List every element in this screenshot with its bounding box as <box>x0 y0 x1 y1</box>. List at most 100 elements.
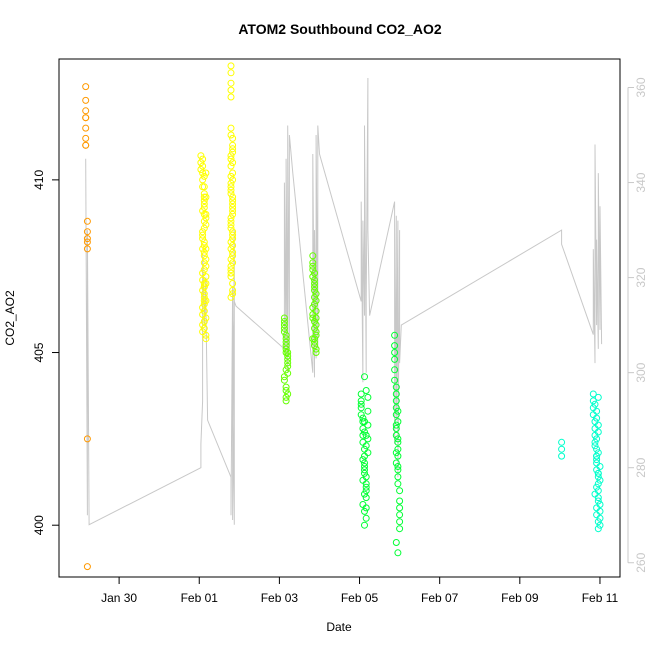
data-point <box>282 335 290 343</box>
data-point <box>392 449 400 457</box>
data-point <box>312 321 320 329</box>
data-point <box>227 162 235 170</box>
data-point <box>394 549 402 557</box>
data-point <box>309 273 317 281</box>
data-point <box>391 355 399 363</box>
data-point <box>396 518 404 526</box>
data-point <box>311 338 318 346</box>
data-point <box>227 62 235 70</box>
data-point <box>282 387 290 394</box>
data-point <box>591 438 599 446</box>
data-point <box>280 321 288 329</box>
data-point <box>227 131 235 139</box>
data-point <box>591 431 599 439</box>
data-point <box>311 293 318 301</box>
data-point <box>200 248 208 256</box>
data-point <box>82 114 90 122</box>
data-point <box>309 314 317 322</box>
right-y-tick-label: 280 <box>634 457 648 477</box>
data-point <box>284 390 292 398</box>
data-point <box>392 459 400 467</box>
data-point <box>391 376 399 384</box>
data-point <box>227 183 235 191</box>
data-point <box>309 252 317 260</box>
data-point <box>596 463 604 470</box>
data-point <box>229 286 237 294</box>
data-point <box>589 397 597 405</box>
data-point <box>394 438 402 446</box>
data-point <box>391 366 399 374</box>
data-point <box>227 79 235 87</box>
data-point <box>229 259 237 267</box>
data-point <box>594 421 602 429</box>
data-point <box>227 214 235 222</box>
data-point <box>359 425 367 432</box>
data-point <box>593 445 601 453</box>
data-point <box>83 563 91 571</box>
x-tick-label: Jan 30 <box>101 591 137 605</box>
data-point <box>391 349 399 356</box>
data-point <box>593 407 601 415</box>
data-point <box>284 362 292 370</box>
data-point <box>593 466 601 474</box>
data-point <box>361 463 368 470</box>
data-point <box>593 414 601 422</box>
data-point <box>589 411 597 419</box>
data-point <box>591 400 599 408</box>
data-point <box>229 197 237 205</box>
data-point <box>202 335 210 343</box>
data-point <box>593 504 601 512</box>
data-point <box>227 273 235 281</box>
x-axis-label: Date <box>326 620 352 634</box>
data-point <box>229 242 237 249</box>
data-point <box>83 217 91 225</box>
data-point <box>593 511 601 519</box>
data-point <box>227 172 235 180</box>
data-point <box>362 504 370 512</box>
data-point <box>311 286 318 294</box>
data-point <box>359 414 367 422</box>
data-point <box>200 290 208 298</box>
data-point <box>200 242 208 249</box>
data-point <box>227 186 235 194</box>
data-point <box>282 342 290 350</box>
data-point <box>200 293 208 301</box>
data-point <box>200 172 208 180</box>
plot-frame <box>58 58 621 578</box>
data-point <box>83 245 91 253</box>
data-point <box>197 159 205 167</box>
data-point <box>311 280 318 287</box>
data-point <box>202 297 210 305</box>
line-layer <box>85 77 603 526</box>
data-point <box>200 324 208 332</box>
data-point <box>362 387 370 394</box>
data-point <box>311 283 318 291</box>
data-point <box>229 193 237 201</box>
data-point <box>312 297 320 305</box>
data-point <box>312 345 320 353</box>
data-point <box>83 238 91 246</box>
data-point <box>361 521 368 529</box>
data-point <box>229 290 237 298</box>
data-point <box>362 483 370 491</box>
data-point <box>229 204 237 211</box>
data-point <box>83 228 91 236</box>
data-point <box>558 445 566 453</box>
data-point <box>229 200 237 208</box>
data-point <box>202 314 210 322</box>
right-y-tick-label: 360 <box>634 77 648 97</box>
data-point <box>229 141 237 149</box>
data-point <box>202 193 210 201</box>
data-point <box>202 245 210 253</box>
x-tick-label: Feb 05 <box>341 591 379 605</box>
data-point <box>199 231 207 239</box>
axes-layer: Jan 30 Feb 01 Feb 03 Feb 05 Feb 07 Feb 09 Feb … <box>32 77 648 605</box>
data-point <box>227 269 235 277</box>
data-point <box>282 338 290 346</box>
data-point <box>396 525 404 533</box>
data-point <box>229 280 237 287</box>
data-point <box>392 397 400 405</box>
data-point <box>199 228 207 236</box>
data-point <box>227 86 235 94</box>
